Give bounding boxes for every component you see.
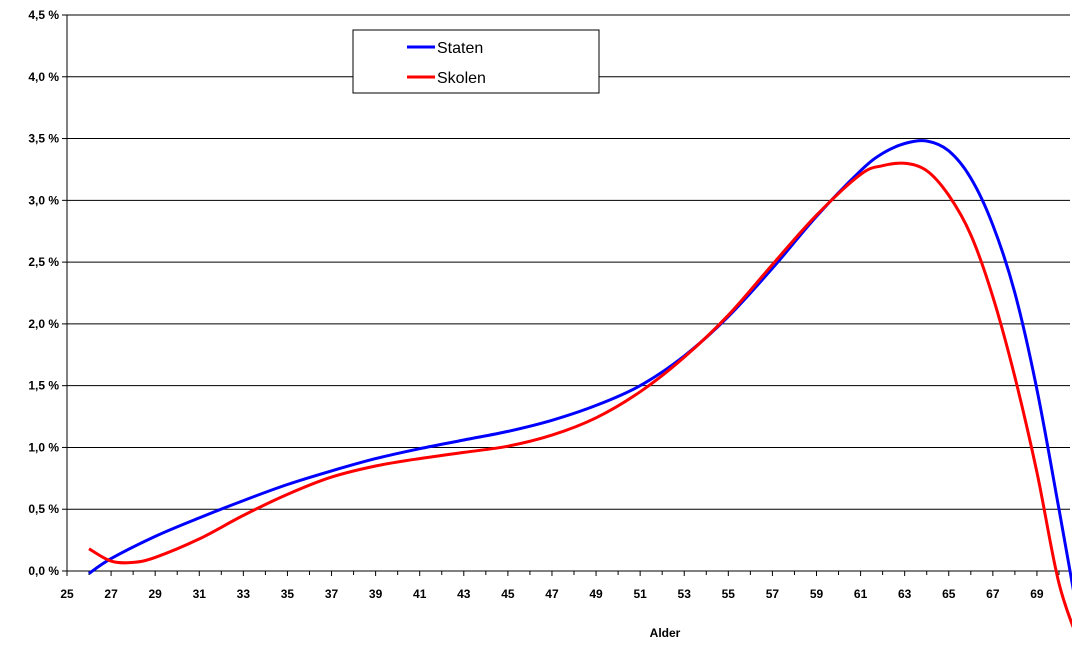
x-tick-label: 25 xyxy=(60,587,74,601)
x-tick-label: 51 xyxy=(633,587,647,601)
y-tick-label: 4,5 % xyxy=(28,8,59,22)
x-tick-label: 67 xyxy=(986,587,1000,601)
x-axis-title: Alder xyxy=(650,626,681,640)
x-tick-label: 39 xyxy=(369,587,383,601)
x-tick-label: 35 xyxy=(281,587,295,601)
x-tick-label: 55 xyxy=(722,587,736,601)
legend-box xyxy=(352,29,600,94)
y-tick-label: 1,5 % xyxy=(28,379,59,393)
axes xyxy=(66,15,1070,572)
x-tick-label: 57 xyxy=(766,587,780,601)
series-line-staten xyxy=(88,139,1072,591)
x-tick-label: 31 xyxy=(193,587,207,601)
x-tick-label: 59 xyxy=(810,587,824,601)
x-tick-label: 41 xyxy=(413,587,427,601)
y-axis-ticks: 0,0 % 0,5 % 1,0 % 1,5 % 2,0 % 2,5 % 3,0 % 3,5 %… xyxy=(28,8,67,578)
y-tick-label: 3,0 % xyxy=(28,193,59,207)
x-tick-label: 27 xyxy=(104,587,118,601)
x-axis-ticks: 25 27 29 31 33 35 37 39 41 43 45 47 49 51 53 55 57 59 61 63… xyxy=(60,571,1060,601)
x-tick-label: 63 xyxy=(898,587,912,601)
series-lines xyxy=(88,139,1072,629)
legend-label: Skolen xyxy=(437,70,486,87)
x-tick-label: 47 xyxy=(545,587,559,601)
y-tick-label: 0,0 % xyxy=(28,564,59,578)
y-tick-label: 3,5 % xyxy=(28,132,59,146)
x-tick-label: 69 xyxy=(1030,587,1044,601)
y-tick-label: 2,5 % xyxy=(28,255,59,269)
x-tick-label: 61 xyxy=(854,587,868,601)
x-tick-label: 49 xyxy=(589,587,603,601)
x-tick-label: 53 xyxy=(678,587,692,601)
x-tick-label: 37 xyxy=(325,587,339,601)
x-tick-label: 29 xyxy=(148,587,162,601)
gridlines xyxy=(67,14,1070,510)
y-tick-label: 1,0 % xyxy=(28,440,59,454)
x-tick-label: 45 xyxy=(501,587,515,601)
x-tick-label: 65 xyxy=(942,587,956,601)
series-line-skolen xyxy=(88,161,1072,629)
x-tick-label: 33 xyxy=(237,587,251,601)
x-tick-label: 43 xyxy=(457,587,471,601)
y-tick-label: 0,5 % xyxy=(28,502,59,516)
y-tick-label: 2,0 % xyxy=(28,317,59,331)
y-tick-label: 4,0 % xyxy=(28,70,59,84)
legend-label: Staten xyxy=(437,40,483,57)
legend: Staten Skolen xyxy=(352,29,600,94)
